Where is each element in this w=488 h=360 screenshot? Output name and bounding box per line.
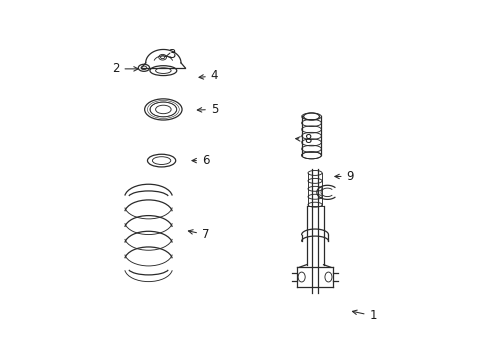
Text: 6: 6: [192, 154, 209, 167]
Text: 1: 1: [352, 309, 376, 322]
Text: 9: 9: [334, 170, 353, 183]
Text: 3: 3: [165, 48, 176, 61]
Text: 5: 5: [197, 103, 218, 116]
Text: 7: 7: [188, 228, 209, 241]
Text: 8: 8: [295, 133, 311, 146]
Text: 2: 2: [112, 62, 138, 75]
Text: 4: 4: [199, 69, 218, 82]
